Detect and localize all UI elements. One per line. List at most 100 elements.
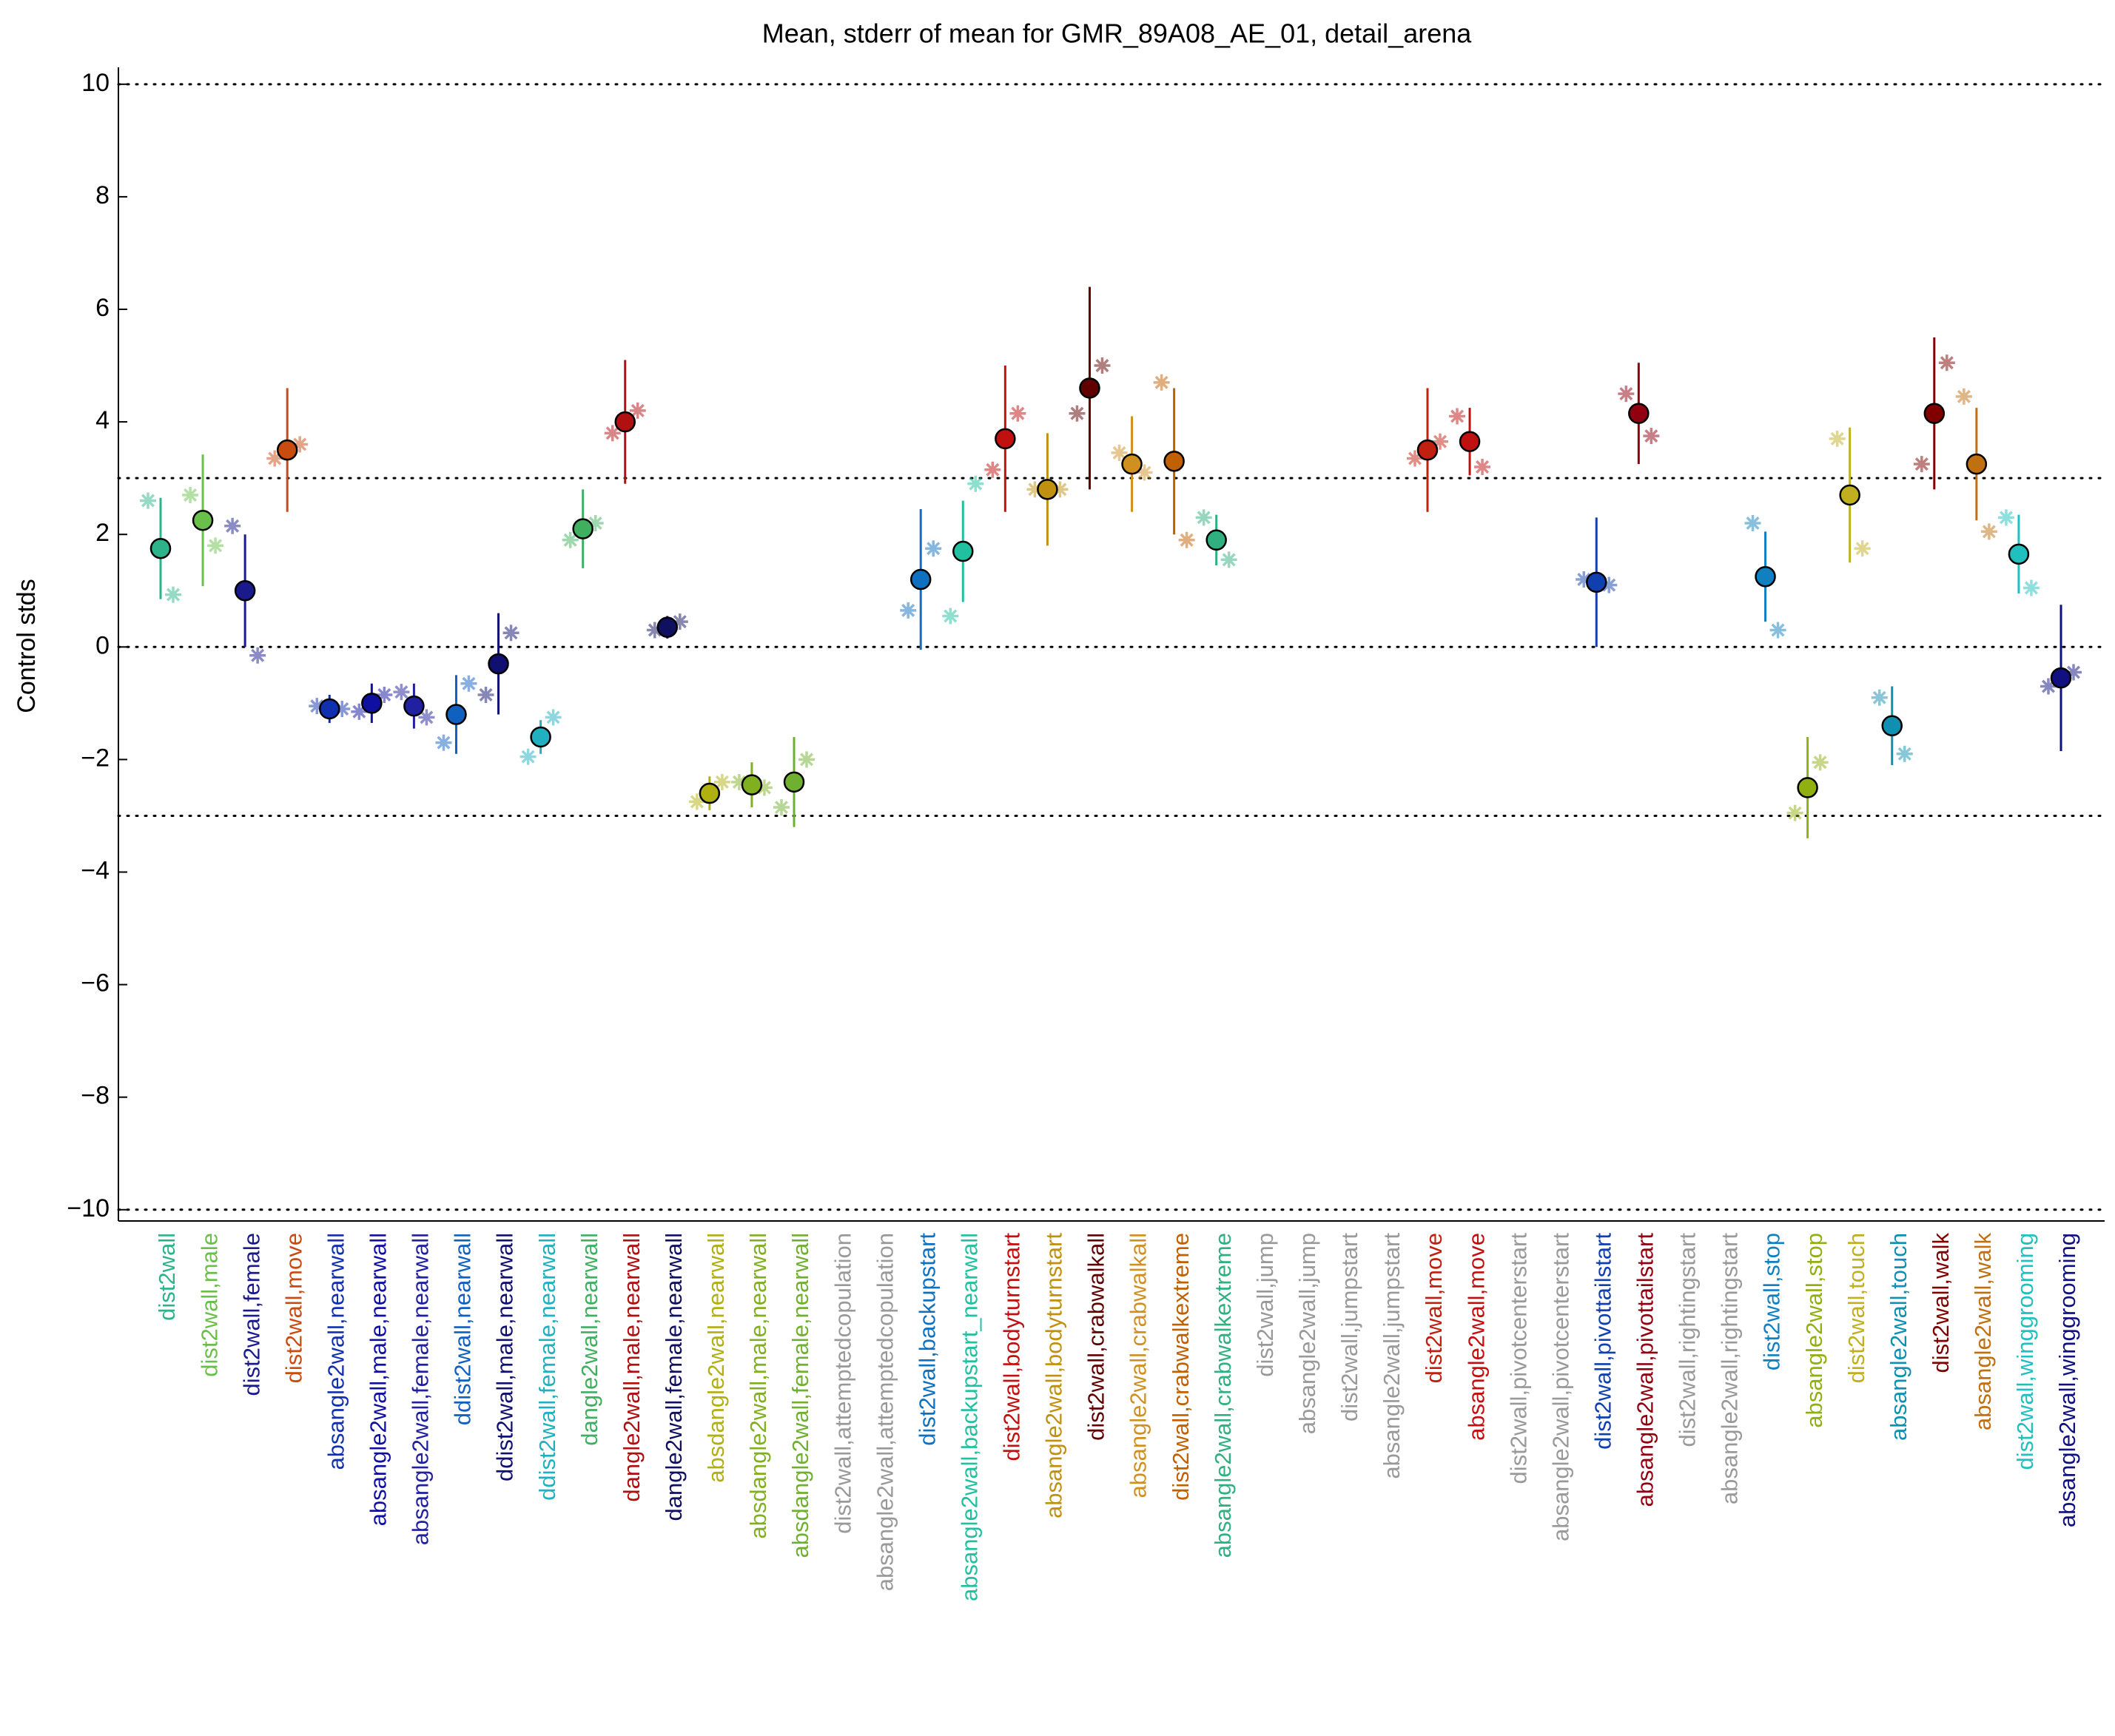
x-tick-label: absangle2wall,nearwall	[323, 1233, 349, 1470]
subgroup-star	[502, 625, 519, 642]
x-tick-label: dangle2wall,nearwall	[576, 1233, 602, 1446]
x-tick-label: absdangle2wall,male,nearwall	[745, 1233, 771, 1539]
subgroup-star	[1407, 450, 1423, 467]
mean-marker	[192, 509, 214, 531]
mean-marker	[319, 698, 340, 720]
subgroup-star	[1997, 509, 2014, 526]
y-tick-label: −8	[81, 1082, 110, 1110]
x-tick-label: absangle2wall,female,nearwall	[408, 1233, 434, 1545]
subgroup-star	[1449, 408, 1466, 425]
subgroup-star	[477, 686, 494, 703]
mean-marker	[1163, 451, 1185, 472]
mean-marker	[1755, 565, 1776, 588]
x-tick-label: dist2wall,move	[280, 1233, 306, 1383]
subgroup-star	[545, 709, 562, 726]
subgroup-star	[1432, 433, 1448, 450]
x-tick-label: absangle2wall,winggrooming	[2054, 1233, 2080, 1527]
mean-marker	[1121, 453, 1143, 475]
mean-marker	[1797, 777, 1818, 798]
mean-marker	[1459, 431, 1481, 452]
x-tick-label: absangle2wall,jumpstart	[1379, 1233, 1405, 1479]
subgroup-star	[984, 461, 1001, 478]
subgroup-star	[1829, 430, 1846, 447]
subgroup-star	[309, 698, 326, 715]
mean-marker	[656, 616, 679, 638]
mean-marker	[995, 428, 1016, 450]
subgroup-star	[1576, 571, 1593, 588]
subgroup-star	[688, 793, 705, 810]
x-tick-label: dist2wall,rightingstart	[1675, 1233, 1701, 1447]
subgroup-star	[292, 436, 309, 453]
x-tick-label: dist2wall,female	[238, 1233, 264, 1396]
x-tick-label: dist2wall,jump	[1252, 1233, 1278, 1377]
subgroup-star	[140, 492, 156, 509]
mean-marker	[234, 580, 256, 602]
x-tick-label: dist2wall,bodyturnstart	[999, 1233, 1025, 1461]
x-tick-label: ddist2wall,male,nearwall	[492, 1233, 518, 1481]
x-tick-label: dist2wall,crabwalkextreme	[1168, 1233, 1194, 1501]
x-tick-label: dist2wall,crabwalkall	[1083, 1233, 1109, 1441]
x-tick-label: absangle2wall,jump	[1294, 1233, 1320, 1434]
subgroup-star	[418, 709, 435, 726]
subgroup-star	[1601, 576, 1618, 593]
subgroup-star	[646, 622, 663, 639]
subgroup-star	[1026, 481, 1043, 498]
mean-marker	[2050, 667, 2072, 689]
mean-marker	[1206, 529, 1227, 551]
mean-marker	[1966, 453, 1988, 475]
x-tick-label: absangle2wall,crabwalkextreme	[1210, 1233, 1236, 1558]
y-tick-label: 6	[95, 294, 110, 322]
x-tick-label: dangle2wall,male,nearwall	[619, 1233, 645, 1502]
subgroup-star	[1178, 531, 1195, 548]
x-tick-label: absangle2wall,pivotcenterstart	[1547, 1233, 1573, 1541]
mean-marker	[276, 439, 298, 461]
subgroup-star	[1643, 428, 1660, 445]
subgroup-star	[562, 531, 579, 548]
x-tick-label: ddist2wall,nearwall	[450, 1233, 476, 1425]
x-tick-label: absangle2wall,bodyturnstart	[1041, 1233, 1067, 1518]
mean-marker	[614, 411, 636, 433]
mean-marker	[2008, 543, 2030, 565]
y-tick-label: 4	[95, 406, 110, 434]
mean-marker	[488, 653, 509, 675]
x-tick-label: absangle2wall,crabwalkall	[1126, 1233, 1151, 1498]
subgroup-star	[460, 675, 477, 692]
subgroup-star	[1618, 386, 1635, 403]
subgroup-star	[519, 748, 537, 765]
x-tick-label: absangle2wall,pivottailstart	[1633, 1233, 1658, 1507]
subgroup-star	[1474, 458, 1491, 475]
mean-marker	[1037, 479, 1058, 500]
chart-title: Mean, stderr of mean for GMR_89A08_AE_01…	[762, 18, 1473, 49]
subgroup-star	[1153, 374, 1170, 391]
mean-marker	[1416, 439, 1439, 461]
subgroup-star	[1052, 481, 1069, 498]
mean-marker	[530, 726, 551, 748]
x-tick-label: ddist2wall,female,nearwall	[534, 1233, 560, 1501]
subgroup-star	[942, 608, 959, 625]
subgroup-star	[1938, 354, 1955, 371]
subgroup-star	[1769, 622, 1786, 639]
y-axis-label: Control stds	[13, 579, 41, 713]
x-tick-label: dist2wall,male	[196, 1233, 222, 1377]
y-tick-label: −6	[81, 969, 110, 997]
subgroup-star	[1069, 405, 1086, 422]
x-tick-label: absangle2wall,touch	[1886, 1233, 1911, 1441]
x-tick-label: absangle2wall,attemptedcopulation	[872, 1233, 898, 1591]
subgroup-star	[334, 700, 351, 717]
mean-marker	[445, 704, 467, 725]
subgroup-star	[967, 475, 984, 492]
subgroup-star	[2040, 678, 2057, 695]
x-tick-label: absangle2wall,rightingstart	[1717, 1233, 1743, 1504]
subgroup-star	[2022, 579, 2040, 596]
y-tick-label: −4	[81, 856, 110, 884]
y-tick-label: −2	[81, 744, 110, 772]
subgroup-star	[900, 602, 917, 619]
subgroup-star	[351, 703, 368, 720]
x-tick-label: dist2wall,attemptedcopulation	[830, 1233, 855, 1534]
subgroup-star	[207, 537, 224, 554]
x-tick-label: absangle2wall,move	[1463, 1233, 1489, 1441]
x-tick-label: dist2wall,jumpstart	[1336, 1233, 1362, 1422]
subgroup-star	[1786, 804, 1803, 821]
subgroup-star	[587, 514, 604, 531]
subgroup-star	[1812, 754, 1829, 771]
